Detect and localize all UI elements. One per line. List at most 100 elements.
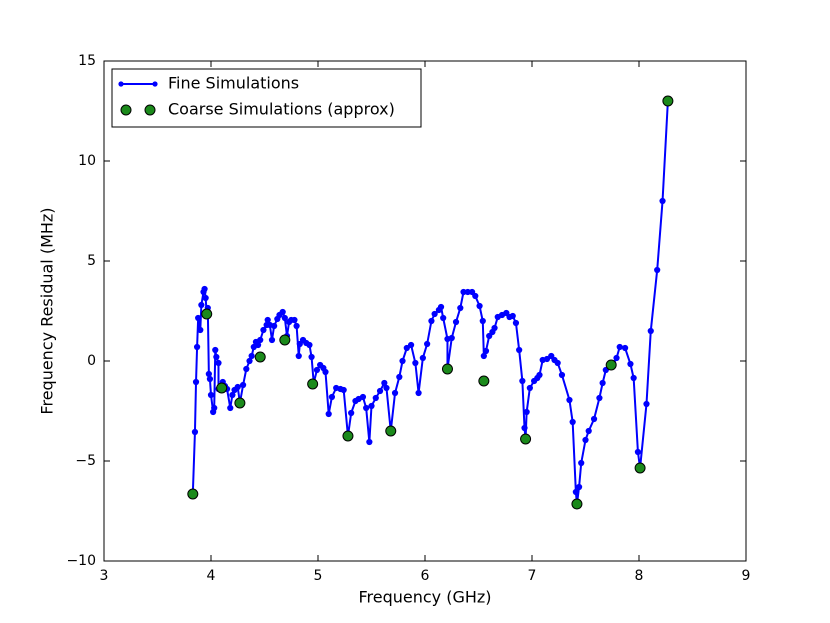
fine-point: [526, 384, 533, 392]
fine-point: [415, 389, 422, 397]
fine-point: [403, 344, 410, 352]
fine-point: [363, 404, 370, 412]
fine-point: [596, 394, 603, 402]
fine-point: [424, 340, 431, 348]
x-tick-label: 5: [314, 568, 323, 584]
fine-point: [647, 327, 654, 335]
fine-point: [482, 347, 490, 355]
coarse-point: [307, 378, 319, 390]
fine-point: [599, 379, 606, 387]
fine-point: [590, 415, 598, 423]
fine-point: [536, 371, 543, 379]
fine-point: [399, 357, 406, 365]
fine-point: [554, 359, 561, 367]
fine-point: [254, 341, 262, 349]
fine-point: [191, 428, 199, 436]
x-tick-label: 8: [635, 568, 644, 584]
fine-point: [306, 341, 313, 349]
fine-point: [627, 360, 634, 368]
fine-point: [613, 354, 620, 362]
coarse-point: [571, 498, 583, 510]
fine-point: [205, 370, 212, 378]
fine-point: [476, 302, 483, 310]
x-tick-label: 7: [528, 568, 537, 584]
fine-point: [523, 408, 530, 416]
fine-point: [213, 353, 220, 361]
legend-label: Coarse Simulations (approx): [168, 100, 395, 119]
fine-point: [654, 266, 661, 274]
fine-point: [340, 386, 347, 394]
fine-point: [643, 400, 650, 408]
fine-point: [621, 344, 629, 352]
fine-point: [503, 309, 510, 317]
fine-point: [348, 409, 355, 417]
fine-point: [211, 404, 218, 412]
fine-point: [246, 357, 253, 365]
fine-point: [448, 334, 455, 342]
x-tick-label: 6: [421, 568, 430, 584]
fine-point: [582, 436, 589, 444]
fine-point: [295, 352, 302, 360]
fine-point: [257, 336, 264, 344]
fine-point: [328, 393, 336, 401]
legend-swatch: [118, 81, 124, 87]
fine-point: [227, 404, 234, 412]
x-axis-label: Frequency (GHz): [358, 588, 491, 607]
coarse-point: [187, 488, 199, 500]
fine-point: [207, 391, 215, 399]
fine-point: [313, 366, 321, 374]
fine-point: [412, 359, 419, 367]
fine-point: [575, 483, 583, 491]
coarse-point: [662, 95, 674, 107]
fine-point: [260, 326, 267, 334]
coarse-point: [520, 433, 532, 445]
fine-point: [630, 374, 637, 382]
fine-point: [293, 322, 300, 330]
fine-point: [215, 359, 222, 367]
fine-point: [634, 448, 642, 456]
fine-point: [308, 353, 315, 361]
fine-point: [322, 368, 329, 376]
fine-point: [512, 319, 520, 327]
fine-point: [281, 314, 288, 322]
fine-point: [419, 354, 426, 362]
fine-point: [268, 336, 276, 344]
fine-point: [479, 317, 486, 325]
coarse-point: [605, 359, 617, 371]
fine-point: [376, 387, 384, 395]
y-tick-label: −10: [66, 553, 96, 569]
fine-point: [383, 384, 390, 392]
fine-point: [437, 303, 445, 311]
y-tick-label: 15: [78, 53, 96, 69]
fine-point: [193, 343, 201, 351]
fine-point: [491, 324, 498, 332]
x-tick-label: 4: [207, 568, 216, 584]
coarse-point: [254, 351, 266, 363]
fine-point: [192, 378, 200, 386]
fine-point: [197, 326, 204, 334]
fine-point: [325, 410, 332, 418]
fine-point: [229, 391, 236, 399]
fine-point: [372, 394, 379, 402]
fine-point: [396, 373, 403, 381]
coarse-point: [478, 375, 490, 387]
coarse-point: [634, 462, 646, 474]
fine-point: [558, 371, 566, 379]
fine-point: [519, 377, 526, 385]
fine-point: [279, 308, 286, 316]
coarse-point: [441, 363, 453, 375]
fine-point: [543, 355, 551, 363]
fine-point: [291, 316, 298, 324]
fine-point: [486, 332, 493, 340]
plot-frame: [103, 60, 747, 562]
fine-point: [271, 322, 278, 330]
coarse-point: [342, 430, 354, 442]
fine-point: [381, 379, 388, 387]
fine-point: [407, 341, 415, 349]
fine-point: [521, 424, 528, 432]
fine-point: [616, 343, 623, 351]
fine-point: [457, 304, 464, 312]
legend-box: [111, 68, 422, 128]
fine-point: [516, 346, 523, 354]
fine-point: [585, 427, 592, 435]
